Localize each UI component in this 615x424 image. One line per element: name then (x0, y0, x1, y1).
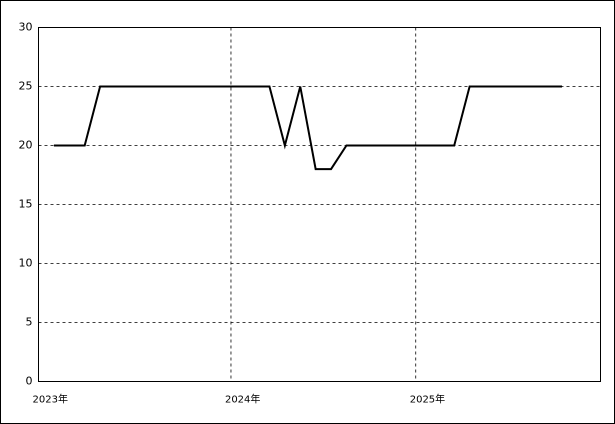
y-tick-label: 5 (26, 316, 33, 329)
x-tick-label: 2024年 (225, 393, 260, 406)
y-tick-label: 25 (19, 80, 33, 93)
data-line (53, 85, 563, 171)
y-tick-label: 30 (19, 21, 33, 34)
x-tick-label: 2025年 (410, 393, 445, 406)
y-tick-label: 0 (26, 375, 33, 388)
y-tick-label: 15 (19, 198, 33, 211)
y-tick-label: 10 (19, 257, 33, 270)
x-tick-label: 2023年 (33, 393, 68, 406)
y-tick-label: 20 (19, 139, 33, 152)
